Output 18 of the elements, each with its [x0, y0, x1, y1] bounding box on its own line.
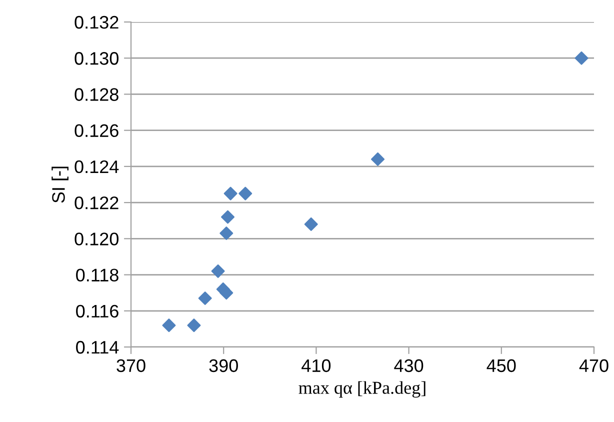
x-tick-label: 450 [486, 359, 516, 372]
y-tick-label: 0.116 [76, 304, 118, 318]
y-tick-label: 0.124 [74, 160, 119, 174]
x-tick-label: 410 [302, 359, 331, 372]
y-tick-label: 0.128 [74, 88, 118, 101]
y-tick-label: 0.126 [74, 124, 118, 138]
y-axis-title: SI [-] [52, 166, 68, 203]
x-tick-label: 470 [579, 359, 608, 372]
x-axis-title: max qα [kPa.deg] [298, 381, 426, 398]
x-tick-label: 390 [209, 359, 238, 372]
y-tick-label: 0.130 [74, 52, 118, 65]
y-tick-label: 0.118 [76, 268, 118, 282]
x-tick-label: 430 [394, 359, 424, 372]
x-tick-label: 370 [116, 359, 146, 372]
y-tick-label: 0.122 [74, 196, 118, 210]
y-tick-label: 0.132 [74, 16, 118, 29]
y-tick-label: 0.120 [74, 232, 118, 246]
y-tick-label: 0.114 [76, 340, 119, 354]
